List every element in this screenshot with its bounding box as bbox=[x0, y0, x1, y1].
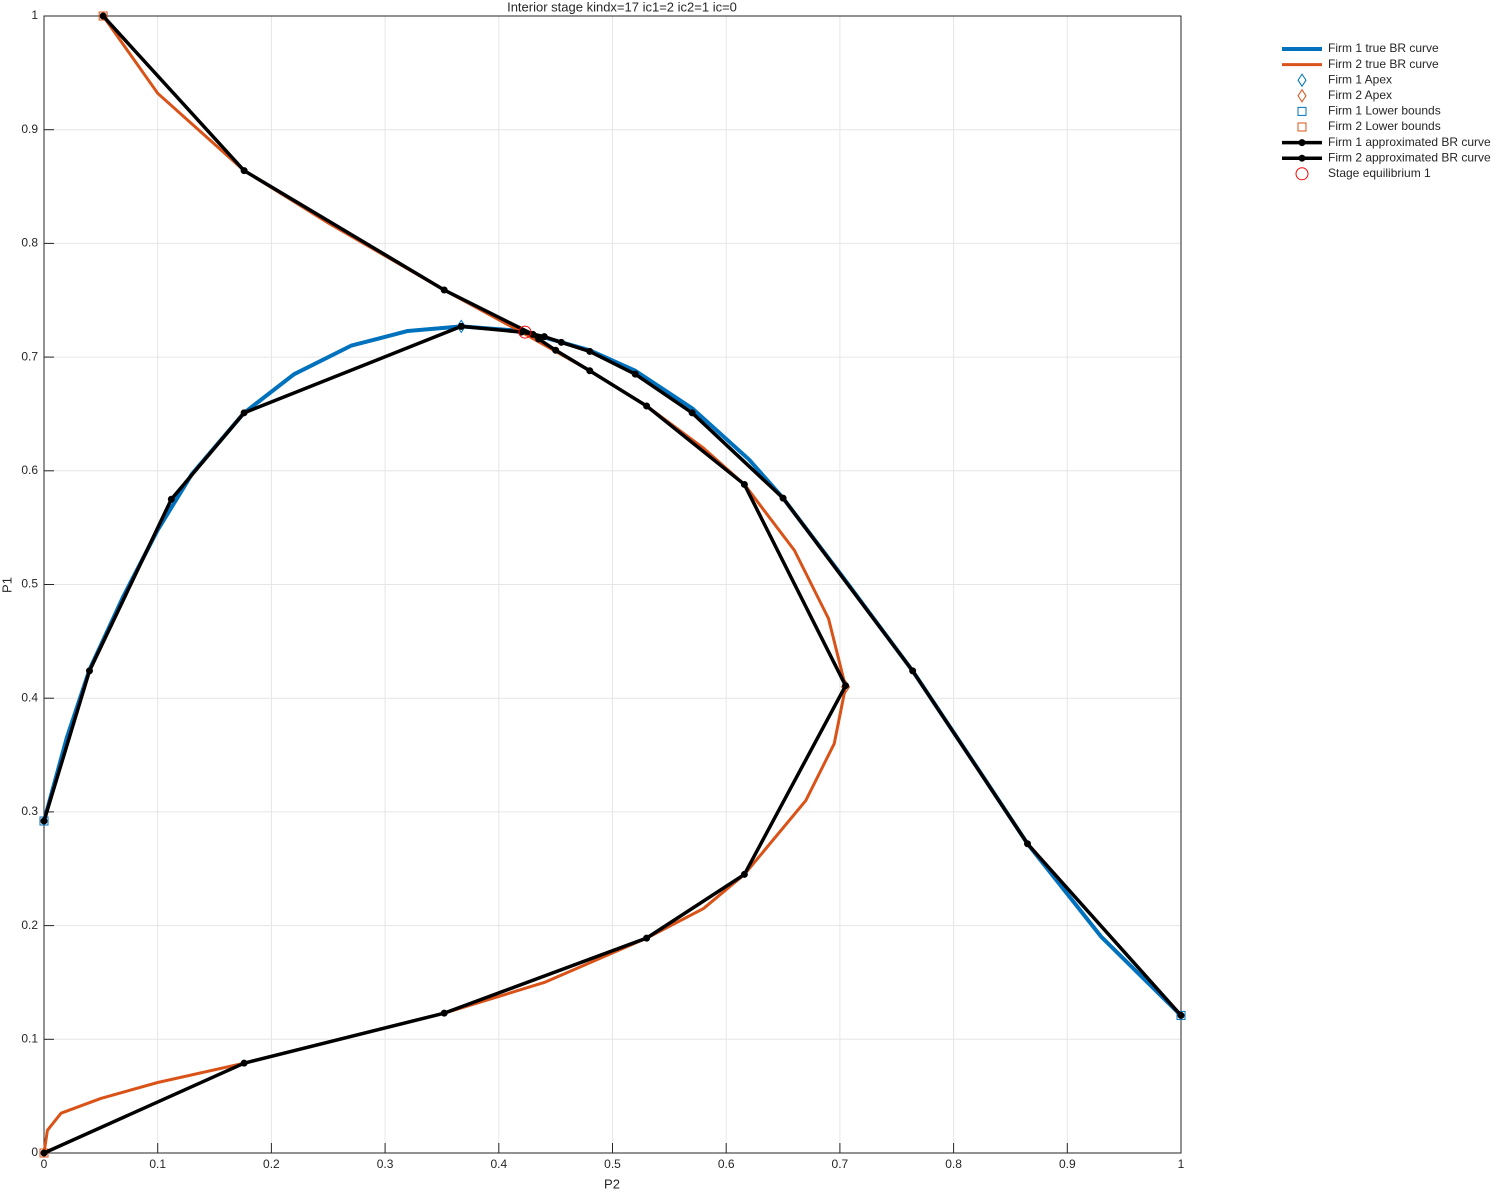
x-tick-label: 0.4 bbox=[490, 1157, 507, 1171]
point bbox=[586, 367, 594, 375]
legend-swatch bbox=[1297, 73, 1307, 88]
point bbox=[552, 346, 560, 354]
point bbox=[631, 370, 639, 378]
legend-label: Firm 1 approximated BR curve bbox=[1328, 135, 1491, 149]
x-tick-label: 0.5 bbox=[604, 1157, 621, 1171]
y-tick-label: 0.5 bbox=[21, 577, 38, 591]
x-tick-label: 0.2 bbox=[263, 1157, 280, 1171]
legend-swatch bbox=[1298, 139, 1306, 147]
point bbox=[540, 333, 548, 341]
point bbox=[167, 495, 175, 503]
y-tick-label: 0.2 bbox=[21, 918, 38, 932]
point bbox=[740, 480, 748, 488]
legend-label: Firm 1 Apex bbox=[1328, 72, 1392, 86]
x-tick-label: 0.1 bbox=[149, 1157, 166, 1171]
point bbox=[240, 409, 248, 417]
legend-label: Firm 2 Lower bounds bbox=[1328, 119, 1441, 133]
x-tick-label: 0.8 bbox=[945, 1157, 962, 1171]
legend-swatch bbox=[1298, 154, 1306, 162]
point bbox=[529, 330, 537, 338]
legend-label: Firm 1 true BR curve bbox=[1328, 41, 1439, 55]
point bbox=[85, 667, 93, 675]
point bbox=[740, 870, 748, 878]
legend: Firm 1 true BR curve Firm 2 true BR curve… bbox=[1282, 41, 1491, 181]
point bbox=[40, 817, 48, 825]
y-axis-label: P1 bbox=[0, 577, 14, 593]
point bbox=[99, 12, 107, 20]
x-axis-label: P2 bbox=[604, 1176, 620, 1191]
point bbox=[457, 322, 465, 330]
y-tick-label: 0.1 bbox=[21, 1031, 38, 1045]
x-tick-label: 0.3 bbox=[377, 1157, 394, 1171]
x-tick-label: 0.6 bbox=[718, 1157, 735, 1171]
legend-label: Firm 1 Lower bounds bbox=[1328, 104, 1441, 118]
axes-box bbox=[43, 15, 1182, 1154]
point bbox=[643, 402, 651, 410]
point bbox=[240, 167, 248, 175]
point bbox=[688, 409, 696, 417]
legend-label: Firm 2 Apex bbox=[1328, 88, 1392, 102]
point bbox=[1176, 1010, 1186, 1020]
y-tick-label: 0.8 bbox=[21, 236, 38, 250]
y-tick-label: 0.7 bbox=[21, 349, 38, 363]
point bbox=[643, 934, 651, 942]
point bbox=[440, 286, 448, 294]
legend-label: Firm 2 approximated BR curve bbox=[1328, 150, 1491, 164]
y-tick-label: 1 bbox=[31, 8, 38, 22]
point bbox=[535, 335, 543, 343]
legend-swatch bbox=[1295, 167, 1309, 181]
y-tick-label: 0.3 bbox=[21, 804, 38, 818]
point bbox=[1024, 840, 1032, 848]
point bbox=[40, 1149, 48, 1157]
y-tick-label: 0.4 bbox=[21, 690, 38, 704]
point bbox=[779, 494, 787, 502]
point bbox=[240, 1059, 248, 1067]
x-tick-label: 1 bbox=[1178, 1157, 1185, 1171]
legend-label: Stage equilibrium 1 bbox=[1328, 166, 1431, 180]
y-tick-label: 0.6 bbox=[21, 463, 38, 477]
y-tick-label: 0 bbox=[31, 1145, 38, 1159]
x-tick-label: 0.7 bbox=[832, 1157, 849, 1171]
point bbox=[586, 347, 594, 355]
legend-swatch bbox=[1297, 88, 1307, 103]
y-tick-label: 0.9 bbox=[21, 122, 38, 136]
legend-swatch bbox=[1297, 106, 1307, 116]
point bbox=[842, 682, 850, 690]
chart-title: Interior stage kindx=17 ic1=2 ic2=1 ic=0 bbox=[507, 0, 737, 14]
point bbox=[557, 338, 565, 346]
legend-label: Firm 2 true BR curve bbox=[1328, 57, 1439, 71]
point bbox=[1177, 1011, 1185, 1019]
point bbox=[518, 325, 532, 339]
legend-swatch bbox=[1297, 122, 1307, 132]
x-tick-label: 0 bbox=[41, 1157, 48, 1171]
point bbox=[98, 11, 108, 21]
point bbox=[440, 1009, 448, 1017]
x-tick-label: 0.9 bbox=[1059, 1157, 1076, 1171]
point bbox=[909, 667, 917, 675]
